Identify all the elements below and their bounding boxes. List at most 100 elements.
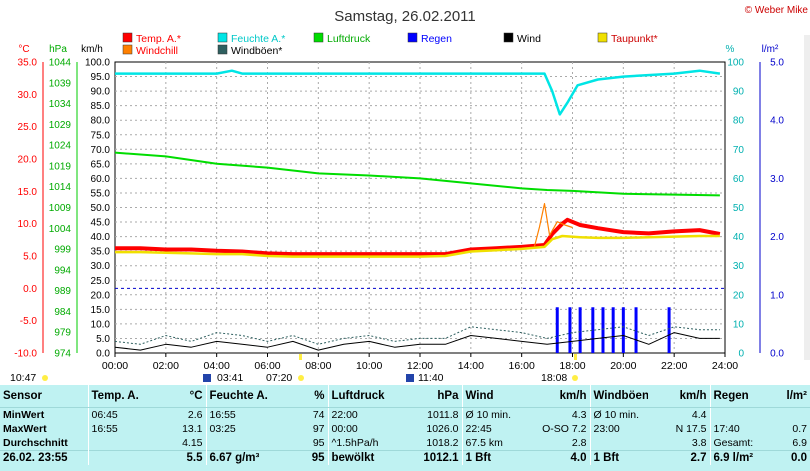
rain-tick-label: 2.0: [770, 232, 784, 243]
table-cell: 97: [312, 423, 325, 435]
rain-tick-label: 5.0: [770, 58, 784, 69]
pressure-tick-label: 974: [54, 349, 71, 360]
humidity-tick-label: 60: [733, 174, 745, 185]
table-cell: O-SO 7.2: [542, 423, 587, 435]
table-cell: 1011.8: [427, 409, 459, 421]
table-header-cell: km/h: [520, 385, 590, 408]
table-header-cell: °C: [156, 385, 206, 408]
table-header-cell: Sensor: [0, 385, 88, 408]
table-cell: 1012.1: [408, 450, 462, 465]
rain-tick-label: 1.0: [770, 290, 784, 301]
table-cell: [709, 407, 770, 422]
legend-label: Windchill: [136, 45, 178, 57]
sun-markers: 10:47 03:41 07:20 11:40 18:08: [10, 354, 578, 384]
table-cell: 1018.2: [426, 437, 459, 449]
legend-label: Wind: [517, 33, 541, 45]
table-row-label: MaxWert: [3, 423, 47, 435]
table-cell: 4.15: [182, 437, 203, 449]
table-header-cell: Luftdruck: [327, 385, 408, 408]
wind-tick-label: 60.0: [91, 174, 111, 185]
wind-tick-label: 65.0: [91, 159, 111, 170]
series-line: [115, 217, 721, 257]
x-tick-label: 22:00: [661, 360, 687, 372]
x-tick-label: 14:00: [458, 360, 484, 372]
table-cell: 0.0: [770, 450, 810, 465]
table-cell: 95: [312, 437, 325, 449]
table-cell: ^1.5hPa/h: [327, 436, 408, 451]
humidity-tick-label: 30: [733, 261, 745, 272]
humidity-tick-label: 80: [733, 116, 745, 127]
humidity-tick-label: 40: [733, 232, 745, 243]
table-cell: 5.5: [156, 450, 206, 465]
legend-swatch: [503, 32, 514, 43]
wind-tick-label: 80.0: [91, 116, 111, 127]
table-cell: N 17.5: [675, 423, 707, 435]
humidity-tick-label: 10: [733, 319, 745, 330]
temp-unit-label: °C: [18, 44, 29, 55]
table-header-cell: Windböen: [589, 385, 648, 408]
chart-axes: 35.0 30.0 25.0 20.0 15.0 10.0 5.0 0.0 -5.0 -10.0 1…: [14, 58, 784, 373]
table-cell: [770, 408, 810, 423]
wind-tick-label: 50.0: [91, 203, 111, 214]
x-tick-label: 08:00: [305, 360, 331, 372]
x-tick-label: 06:00: [254, 360, 280, 372]
pressure-tick-label: 979: [54, 328, 71, 339]
table-cell: 95: [278, 450, 328, 465]
x-tick-label: 20:00: [610, 360, 636, 372]
sun-marker-label: 07:20: [266, 372, 292, 384]
pressure-tick-label: 1019: [49, 161, 72, 172]
series-line: [114, 332, 720, 351]
series-line: [533, 203, 573, 248]
pressure-tick-label: 1034: [49, 99, 72, 110]
table-cell: 4.0: [520, 450, 590, 465]
table-header-cell: l/m²: [770, 385, 810, 408]
axis-unit-labels: °C hPa km/h % l/m²: [18, 44, 779, 55]
pressure-unit-label: hPa: [49, 44, 67, 55]
rain-tick-label: 0.0: [770, 349, 784, 360]
wind-tick-label: 70.0: [91, 145, 111, 156]
legend-swatch: [217, 44, 228, 55]
temp-tick-label: -10.0: [14, 349, 37, 360]
legend-swatch: [313, 32, 324, 43]
pressure-tick-label: 1004: [49, 224, 72, 235]
rain-tick-label: 3.0: [770, 174, 784, 185]
pressure-tick-label: 984: [54, 307, 71, 318]
series-line: [114, 151, 720, 197]
temp-tick-label: 35.0: [18, 58, 38, 69]
table-header-cell: Feuchte A.: [205, 385, 278, 408]
table-cell: 03:25: [205, 422, 278, 436]
table-row: 26.02. 23:55 5.5 6.67 g/m³ 95 bewölkt 1012.1 1…: [0, 450, 810, 465]
rain-tick-label: 4.0: [770, 116, 784, 127]
temp-tick-label: 30.0: [18, 90, 38, 101]
x-tick-label: 18:00: [559, 360, 585, 372]
chart-legend: Temp. A.* Feuchte A.* Luftdruck Regen Wind Ta…: [122, 32, 658, 57]
x-tick-label: 24:00: [712, 360, 738, 372]
plot-grid: [115, 62, 725, 353]
series-line: [115, 69, 721, 116]
table-cell: 1 Bft: [589, 450, 648, 465]
legend-swatch: [122, 32, 133, 43]
legend-swatch: [217, 32, 228, 43]
table-cell: 6.9 l/m²: [709, 450, 770, 465]
table-header-cell: %: [278, 385, 328, 408]
wind-tick-label: 85.0: [91, 101, 111, 112]
series-line: [114, 326, 720, 345]
temp-tick-label: 10.0: [18, 219, 38, 230]
pressure-tick-label: 1029: [49, 120, 72, 131]
wind-tick-label: 10.0: [91, 319, 111, 330]
table-cell: bewölkt: [327, 450, 408, 465]
table-cell: 6.67 g/m³: [205, 450, 278, 465]
x-tick-label: 16:00: [509, 360, 535, 372]
legend-label: Windböen*: [231, 45, 282, 57]
moon-icon: [203, 374, 211, 382]
legend-label: Taupunkt*: [611, 33, 658, 45]
table-header-cell: Temp. A.: [87, 385, 156, 408]
wind-tick-label: 30.0: [91, 261, 111, 272]
humidity-unit-label: %: [726, 44, 735, 55]
wind-tick-label: 5.0: [96, 334, 110, 345]
table-cell: [87, 450, 156, 465]
table-row: MaxWert 16:55 13.1 03:25 97 00:00 1026.0 22:45 O…: [0, 422, 810, 436]
legend-label: Temp. A.*: [136, 33, 181, 45]
copyright-label: © Weber Mike: [745, 5, 809, 16]
pressure-tick-label: 999: [54, 245, 71, 256]
